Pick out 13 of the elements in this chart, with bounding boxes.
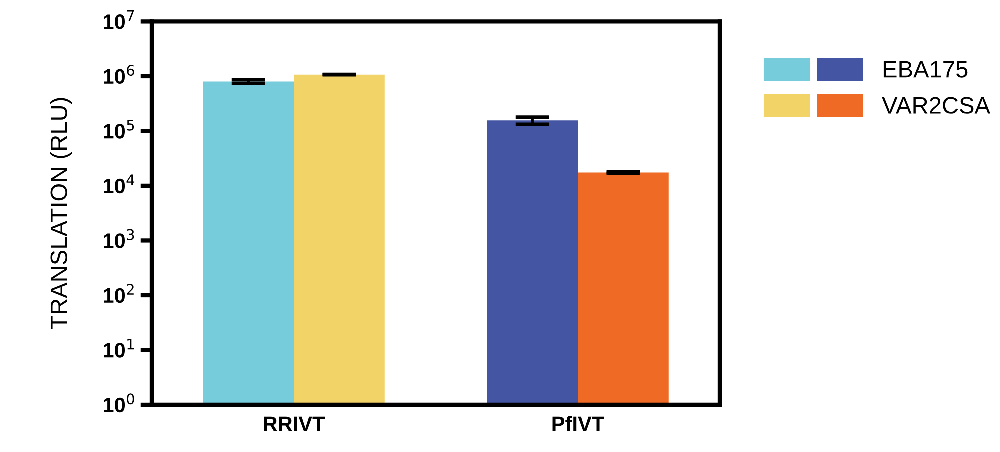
y-tick-label: 10$^{4}$ (104, 174, 135, 194)
y-axis-title: TRANSLATION (RLU) (50, 98, 72, 330)
y-tick-label: 10$^{3}$ (104, 229, 134, 248)
y-tick-label: 10$^{1}$ (104, 339, 134, 358)
y-tick-label: 10$^{5}$ (104, 120, 134, 139)
x-tick-label: RRIVT (264, 416, 326, 432)
y-tick-label: 10$^{7}$ (104, 10, 134, 30)
legend-label: VAR2CSA (882, 97, 990, 114)
legend-label: EBA175 (884, 61, 968, 78)
y-tick-label: 10$^{6}$ (104, 65, 134, 84)
y-tick-label: 10$^{0}$ (104, 394, 134, 413)
y-tick-label: 10$^{2}$ (104, 284, 134, 304)
x-tick-label: PfIVT (552, 416, 604, 432)
